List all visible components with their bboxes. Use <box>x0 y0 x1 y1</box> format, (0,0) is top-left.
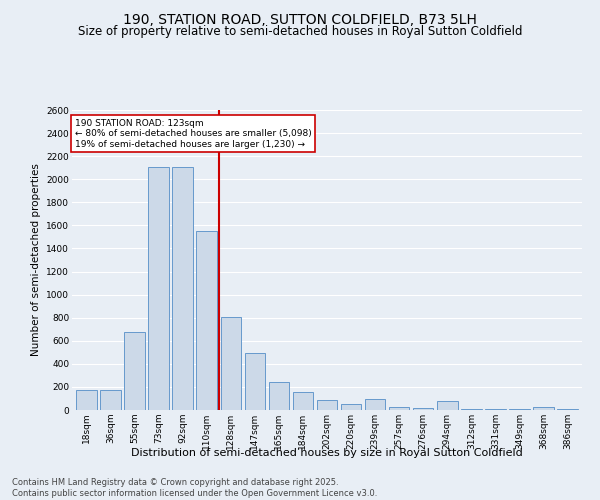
Bar <box>293 392 313 410</box>
Bar <box>533 407 554 410</box>
Bar <box>196 231 217 410</box>
Bar <box>437 402 458 410</box>
Text: Contains HM Land Registry data © Crown copyright and database right 2025.
Contai: Contains HM Land Registry data © Crown c… <box>12 478 377 498</box>
Bar <box>269 382 289 410</box>
Bar <box>221 316 241 410</box>
Text: 190 STATION ROAD: 123sqm
← 80% of semi-detached houses are smaller (5,098)
19% o: 190 STATION ROAD: 123sqm ← 80% of semi-d… <box>74 119 311 149</box>
Bar <box>100 390 121 410</box>
Bar <box>124 332 145 410</box>
Bar <box>76 390 97 410</box>
Text: Distribution of semi-detached houses by size in Royal Sutton Coldfield: Distribution of semi-detached houses by … <box>131 448 523 458</box>
Text: 190, STATION ROAD, SUTTON COLDFIELD, B73 5LH: 190, STATION ROAD, SUTTON COLDFIELD, B73… <box>123 12 477 26</box>
Bar <box>341 404 361 410</box>
Bar <box>365 399 385 410</box>
Bar <box>389 407 409 410</box>
Bar <box>172 166 193 410</box>
Y-axis label: Number of semi-detached properties: Number of semi-detached properties <box>31 164 41 356</box>
Bar <box>413 408 433 410</box>
Bar <box>148 166 169 410</box>
Text: Size of property relative to semi-detached houses in Royal Sutton Coldfield: Size of property relative to semi-detach… <box>78 25 522 38</box>
Bar <box>245 353 265 410</box>
Bar <box>317 400 337 410</box>
